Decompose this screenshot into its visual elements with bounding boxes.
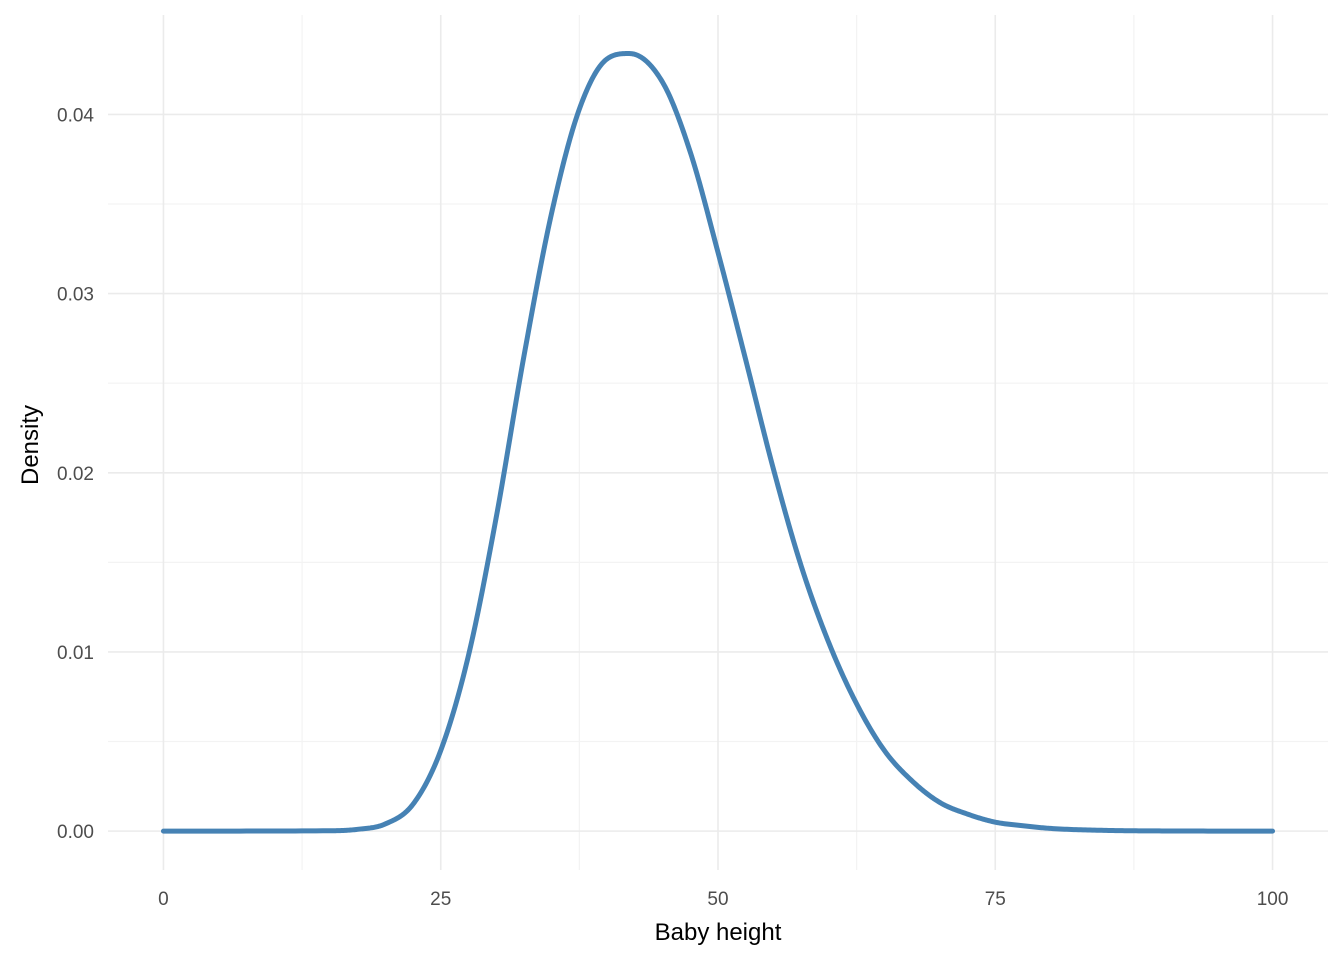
y-tick-label: 0.03 — [57, 285, 94, 306]
y-tick-label: 0.01 — [57, 643, 94, 664]
x-tick-label: 50 — [707, 889, 728, 910]
y-axis-title: Density — [17, 405, 44, 485]
y-tick-label: 0.04 — [57, 105, 94, 126]
x-tick-label: 100 — [1257, 889, 1289, 910]
x-axis-tick-labels: 0 25 50 75 100 — [158, 889, 1288, 910]
y-axis-tick-labels: 0.00 0.01 0.02 0.03 0.04 — [57, 105, 94, 843]
y-tick-label: 0.00 — [57, 822, 94, 843]
x-axis-title: Baby height — [655, 919, 782, 946]
density-curve — [160, 51, 1276, 834]
minor-x-gridlines — [301, 15, 1135, 870]
y-tick-label: 0.02 — [57, 464, 94, 485]
x-tick-label: 0 — [158, 889, 169, 910]
major-x-gridlines — [162, 15, 1274, 870]
x-tick-label: 75 — [985, 889, 1006, 910]
x-tick-label: 25 — [430, 889, 451, 910]
